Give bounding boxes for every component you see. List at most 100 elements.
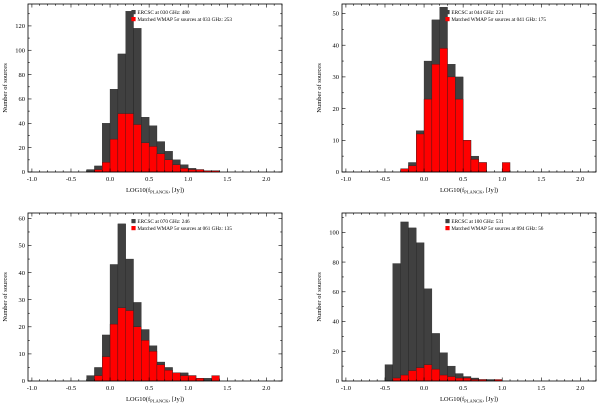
bar-series-1-bin-1 [408,165,417,173]
x-tick-label: -1.0 [341,176,351,183]
x-axis-label-sub: PLANCK [464,190,483,195]
x-axis-label: LOG10(fPLANCK, [Jy]) [126,187,184,195]
y-tick-label: 60 [19,216,26,223]
bar-series-1-bin-13 [502,162,511,173]
bar-series-1-bin-2 [102,356,111,382]
bar-series-1-bin-8 [148,351,158,382]
legend-swatch-1 [445,226,450,231]
bar-series-1-bin-14 [195,378,205,382]
chart-panel-bottom-right: -1.0 -0.5 0.0 0.5 1.0 1.5 2.0 0 20 40 60 80 100 Numbe… [316,212,597,404]
bar-series-1-bin-5 [125,113,134,173]
legend-swatch-0 [131,10,136,15]
legend-label-0: ERCSC at 044 GHz: 221 [451,10,504,16]
x-axis-label: LOG10(fPLANCK, [Jy]) [440,187,498,195]
x-axis-label-sub: PLANCK [150,399,169,404]
bar-series-0-bin-1 [392,263,401,382]
bar-series-1-bin-10 [164,159,173,173]
x-axis-label-rest: , [Jy]) [483,396,499,403]
bar-series-1-bin-9 [455,377,464,382]
y-tick-label: 30 [19,297,26,304]
y-tick-label: 20 [19,145,26,152]
bar-series-1-bin-6 [431,368,440,382]
y-axis-label: Number of sources [316,272,323,322]
bar-series-0-bin-3 [408,227,417,382]
bar-series-1-bin-5 [423,364,433,382]
x-axis-label: LOG10(fPLANCK, [Jy]) [126,396,184,404]
y-tick-label: 60 [19,96,26,103]
bar-series-1-bin-5 [125,310,134,382]
x-tick-label: -0.5 [380,385,390,392]
y-tick-label: 0 [22,378,25,385]
bar-series-1-bin-4 [416,367,425,382]
x-axis-label-main: LOG10(f [126,396,151,403]
bar-series-0-bin-4 [416,242,425,382]
x-axis-label-main: LOG10(f [440,187,465,194]
bar-series-1-bin-9 [156,364,165,382]
y-tick-label: 0 [22,169,25,176]
x-tick-label: -0.5 [66,385,76,392]
bar-series-1-bin-9 [470,159,479,173]
chart-panel-top-left: -1.0 -0.5 0.0 0.5 1.0 1.5 2.0 0 20 40 60 80 100 120 Nu… [2,3,283,195]
bar-series-1-bin-4 [117,113,126,173]
bar-series-1-bin-5 [439,48,448,173]
x-tick-label: 2.0 [262,176,270,183]
y-tick-label: 80 [19,72,26,79]
x-tick-label: 0.5 [145,176,153,183]
bar-series-1-bin-10 [478,162,487,173]
x-tick-label: 1.0 [498,385,506,392]
bar-series-1-bin-3 [109,138,119,173]
x-axis-label-main: LOG10(f [440,396,465,403]
bar-series-1-bin-9 [156,153,165,173]
legend-label-0: ERCSC at 030 GHz: 480 [137,10,190,16]
x-tick-label: 0.0 [420,176,428,183]
legend-label-1: Matched WMAP 5σ sources at 061 GHz: 135 [137,226,232,232]
y-tick-label: 40 [333,42,340,49]
x-axis-label-sub: PLANCK [464,399,483,404]
bar-series-1-bin-12 [180,375,189,382]
bar-series-1-bin-4 [117,307,126,382]
bar-series-1-bin-6 [447,76,456,173]
x-axis-label-sub: PLANCK [150,190,169,195]
bar-series-1-bin-3 [423,98,433,173]
bar-series-0-bin-0 [86,375,95,382]
x-tick-label: 1.0 [184,176,192,183]
legend-swatch-0 [445,219,450,224]
y-tick-label: 40 [333,319,340,326]
y-tick-label: 20 [333,106,340,113]
legend-label-1: Matched WMAP 5σ sources at 041 GHz: 175 [451,17,546,23]
bar-series-1-bin-7 [141,340,150,382]
bar-series-1-bin-2 [416,133,425,173]
x-tick-label: -0.5 [66,176,76,183]
x-tick-label: 0.5 [459,385,467,392]
x-axis-label-rest: , [Jy]) [169,187,185,194]
bar-series-1-bin-11 [172,372,181,382]
x-tick-label: -1.0 [27,385,37,392]
bar-series-1-bin-16 [211,375,220,382]
x-tick-label: 2.0 [576,385,584,392]
legend-swatch-1 [131,17,136,22]
bar-series-1-bin-12 [180,168,189,173]
x-tick-label: 1.5 [223,385,231,392]
bar-series-1-bin-8 [148,146,158,173]
y-tick-label: 100 [15,47,25,54]
plot-frame [27,212,283,382]
bar-series-1-bin-11 [172,164,181,173]
bar-series-1-bin-8 [447,376,456,382]
x-tick-label: 1.0 [184,385,192,392]
x-axis-label-main: LOG10(f [126,187,151,194]
bar-series-1-bin-1 [94,375,103,382]
y-tick-label: 10 [333,138,340,145]
y-tick-label: 40 [19,121,26,128]
chart-panel-top-right: -1.0 -0.5 0.0 0.5 1.0 1.5 2.0 0 10 20 30 40 50 Number… [316,3,597,195]
bar-series-1-bin-1 [392,377,401,382]
plot-frame [27,3,283,173]
x-tick-label: -1.0 [341,385,351,392]
y-tick-label: 0 [336,378,339,385]
x-tick-label: 0.0 [420,385,428,392]
legend-swatch-0 [131,219,136,224]
x-tick-label: 1.5 [537,385,545,392]
plot-frame [341,3,597,173]
y-tick-label: 20 [19,324,26,331]
y-axis-label: Number of sources [2,63,9,113]
x-tick-label: 0.0 [106,385,114,392]
